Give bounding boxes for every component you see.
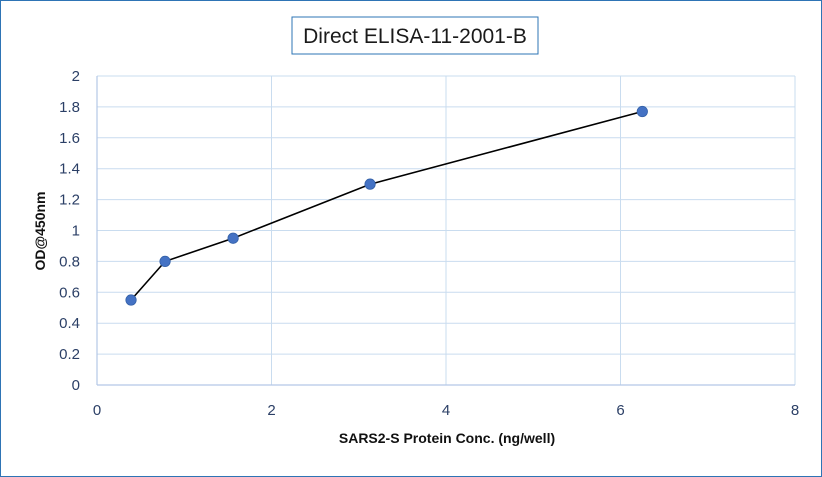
y-tick-label: 0.2 xyxy=(59,346,80,363)
y-tick-label: 0.6 xyxy=(59,284,80,301)
y-tick-label: 0.8 xyxy=(59,253,80,270)
gridlines xyxy=(97,75,796,385)
chart-title-border xyxy=(291,16,539,55)
chart-title-box: Direct ELISA-11-2001-B xyxy=(291,16,539,55)
axes xyxy=(96,76,795,386)
x-axis-title: SARS2-S Protein Conc. (ng/well) xyxy=(339,430,555,446)
y-tick-label: 1.2 xyxy=(59,192,80,209)
data-point xyxy=(227,232,239,244)
data-point xyxy=(159,255,171,267)
data-point xyxy=(364,178,376,190)
y-tick-label: 1.8 xyxy=(59,99,80,116)
y-tick-label: 0 xyxy=(72,377,80,394)
x-tick-label: 6 xyxy=(616,402,624,419)
x-tick-label: 0 xyxy=(93,402,101,419)
y-tick-label: 2 xyxy=(72,68,80,85)
x-tick-label: 8 xyxy=(791,402,799,419)
y-tick-label: 0.4 xyxy=(59,315,80,332)
data-series xyxy=(125,105,648,306)
tick-labels: 0 0.2 0.4 0.6 0.8 1 1.2 1.4 1.6 1.8 2 0 2 4 6 8 xyxy=(59,68,799,419)
series-line xyxy=(130,110,643,301)
y-tick-label: 1.4 xyxy=(59,161,80,178)
data-point xyxy=(636,105,648,118)
x-tick-label: 4 xyxy=(442,402,450,419)
y-tick-label: 1.6 xyxy=(59,130,80,147)
x-tick-label: 2 xyxy=(267,402,275,419)
chart-title: Direct ELISA-11-2001-B xyxy=(303,25,527,48)
y-tick-label: 1 xyxy=(72,223,80,240)
y-axis-title: OD@450nm xyxy=(32,191,48,270)
data-point xyxy=(125,294,137,306)
